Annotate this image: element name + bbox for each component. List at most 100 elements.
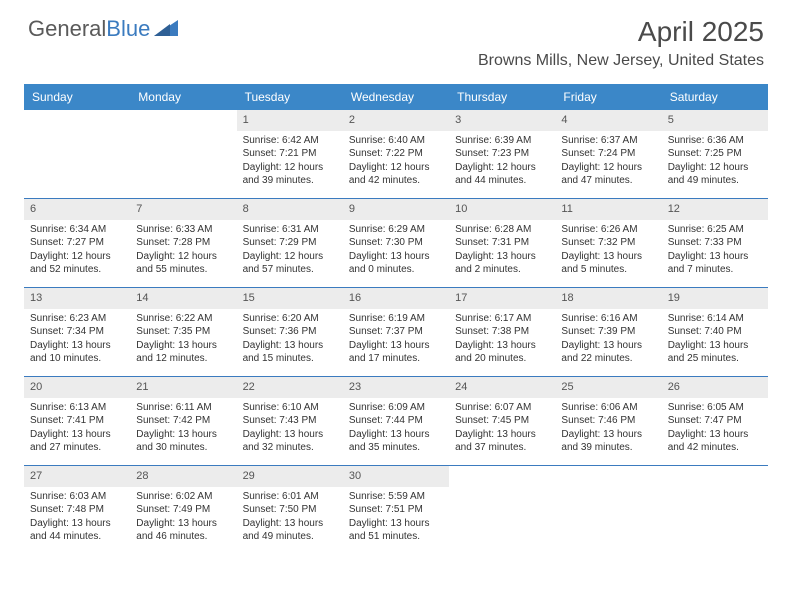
day-cell: 21Sunrise: 6:11 AMSunset: 7:42 PMDayligh…: [130, 377, 236, 465]
sunset-line: Sunset: 7:50 PM: [243, 503, 337, 517]
sunrise-line: Sunrise: 5:59 AM: [349, 490, 443, 504]
day-number: 6: [24, 199, 130, 220]
day-number: 13: [24, 288, 130, 309]
sunrise-line: Sunrise: 6:09 AM: [349, 401, 443, 415]
day-number: 23: [343, 377, 449, 398]
sunrise-line: Sunrise: 6:28 AM: [455, 223, 549, 237]
sunrise-line: Sunrise: 6:16 AM: [561, 312, 655, 326]
day-cell: 23Sunrise: 6:09 AMSunset: 7:44 PMDayligh…: [343, 377, 449, 465]
sunrise-line: Sunrise: 6:07 AM: [455, 401, 549, 415]
sunrise-line: Sunrise: 6:05 AM: [668, 401, 762, 415]
brand-part1: General: [28, 16, 106, 42]
day-number: 30: [343, 466, 449, 487]
day-cell: 7Sunrise: 6:33 AMSunset: 7:28 PMDaylight…: [130, 199, 236, 287]
day-body: Sunrise: 6:22 AMSunset: 7:35 PMDaylight:…: [130, 309, 236, 372]
day-body: Sunrise: 6:34 AMSunset: 7:27 PMDaylight:…: [24, 220, 130, 283]
day-cell: 24Sunrise: 6:07 AMSunset: 7:45 PMDayligh…: [449, 377, 555, 465]
day-cell: 15Sunrise: 6:20 AMSunset: 7:36 PMDayligh…: [237, 288, 343, 376]
weekday-header: Saturday: [662, 84, 768, 110]
day-cell: 16Sunrise: 6:19 AMSunset: 7:37 PMDayligh…: [343, 288, 449, 376]
sunset-line: Sunset: 7:37 PM: [349, 325, 443, 339]
sunrise-line: Sunrise: 6:17 AM: [455, 312, 549, 326]
day-body: Sunrise: 6:03 AMSunset: 7:48 PMDaylight:…: [24, 487, 130, 550]
day-body: Sunrise: 6:33 AMSunset: 7:28 PMDaylight:…: [130, 220, 236, 283]
sunrise-line: Sunrise: 6:19 AM: [349, 312, 443, 326]
sunset-line: Sunset: 7:32 PM: [561, 236, 655, 250]
day-cell: 5Sunrise: 6:36 AMSunset: 7:25 PMDaylight…: [662, 110, 768, 198]
daylight-line: Daylight: 13 hours and 15 minutes.: [243, 339, 337, 366]
brand-logo: GeneralBlue: [28, 16, 178, 42]
daylight-line: Daylight: 13 hours and 46 minutes.: [136, 517, 230, 544]
day-cell: 22Sunrise: 6:10 AMSunset: 7:43 PMDayligh…: [237, 377, 343, 465]
weekday-header-row: SundayMondayTuesdayWednesdayThursdayFrid…: [24, 84, 768, 110]
sunrise-line: Sunrise: 6:10 AM: [243, 401, 337, 415]
sunset-line: Sunset: 7:33 PM: [668, 236, 762, 250]
day-number: 24: [449, 377, 555, 398]
day-body: Sunrise: 6:28 AMSunset: 7:31 PMDaylight:…: [449, 220, 555, 283]
sunset-line: Sunset: 7:41 PM: [30, 414, 124, 428]
day-body: Sunrise: 6:06 AMSunset: 7:46 PMDaylight:…: [555, 398, 661, 461]
day-cell: 1Sunrise: 6:42 AMSunset: 7:21 PMDaylight…: [237, 110, 343, 198]
day-number: 17: [449, 288, 555, 309]
daylight-line: Daylight: 13 hours and 20 minutes.: [455, 339, 549, 366]
sunrise-line: Sunrise: 6:31 AM: [243, 223, 337, 237]
daylight-line: Daylight: 13 hours and 42 minutes.: [668, 428, 762, 455]
day-body: Sunrise: 6:36 AMSunset: 7:25 PMDaylight:…: [662, 131, 768, 194]
day-body: Sunrise: 6:31 AMSunset: 7:29 PMDaylight:…: [237, 220, 343, 283]
week-row: 6Sunrise: 6:34 AMSunset: 7:27 PMDaylight…: [24, 199, 768, 288]
day-number: 15: [237, 288, 343, 309]
day-body: Sunrise: 6:13 AMSunset: 7:41 PMDaylight:…: [24, 398, 130, 461]
daylight-line: Daylight: 13 hours and 44 minutes.: [30, 517, 124, 544]
sunrise-line: Sunrise: 6:42 AM: [243, 134, 337, 148]
day-number: 22: [237, 377, 343, 398]
day-body: Sunrise: 5:59 AMSunset: 7:51 PMDaylight:…: [343, 487, 449, 550]
day-body: Sunrise: 6:07 AMSunset: 7:45 PMDaylight:…: [449, 398, 555, 461]
day-cell: 9Sunrise: 6:29 AMSunset: 7:30 PMDaylight…: [343, 199, 449, 287]
sunrise-line: Sunrise: 6:26 AM: [561, 223, 655, 237]
sunset-line: Sunset: 7:21 PM: [243, 147, 337, 161]
day-cell: 2Sunrise: 6:40 AMSunset: 7:22 PMDaylight…: [343, 110, 449, 198]
daylight-line: Daylight: 12 hours and 49 minutes.: [668, 161, 762, 188]
sunset-line: Sunset: 7:27 PM: [30, 236, 124, 250]
week-row: 13Sunrise: 6:23 AMSunset: 7:34 PMDayligh…: [24, 288, 768, 377]
day-body: Sunrise: 6:23 AMSunset: 7:34 PMDaylight:…: [24, 309, 130, 372]
sunset-line: Sunset: 7:47 PM: [668, 414, 762, 428]
daylight-line: Daylight: 13 hours and 22 minutes.: [561, 339, 655, 366]
sunset-line: Sunset: 7:49 PM: [136, 503, 230, 517]
sunset-line: Sunset: 7:29 PM: [243, 236, 337, 250]
sunset-line: Sunset: 7:25 PM: [668, 147, 762, 161]
day-number: 12: [662, 199, 768, 220]
weekday-header: Sunday: [24, 84, 130, 110]
sunset-line: Sunset: 7:48 PM: [30, 503, 124, 517]
day-number: 20: [24, 377, 130, 398]
daylight-line: Daylight: 13 hours and 39 minutes.: [561, 428, 655, 455]
day-number: 7: [130, 199, 236, 220]
daylight-line: Daylight: 13 hours and 37 minutes.: [455, 428, 549, 455]
day-body: Sunrise: 6:10 AMSunset: 7:43 PMDaylight:…: [237, 398, 343, 461]
day-cell: 4Sunrise: 6:37 AMSunset: 7:24 PMDaylight…: [555, 110, 661, 198]
sunset-line: Sunset: 7:22 PM: [349, 147, 443, 161]
daylight-line: Daylight: 13 hours and 5 minutes.: [561, 250, 655, 277]
day-body: Sunrise: 6:42 AMSunset: 7:21 PMDaylight:…: [237, 131, 343, 194]
sunrise-line: Sunrise: 6:29 AM: [349, 223, 443, 237]
sunset-line: Sunset: 7:34 PM: [30, 325, 124, 339]
header: GeneralBlue April 2025 Browns Mills, New…: [0, 0, 792, 78]
triangle-icon: [154, 16, 178, 42]
day-body: Sunrise: 6:37 AMSunset: 7:24 PMDaylight:…: [555, 131, 661, 194]
day-body: Sunrise: 6:29 AMSunset: 7:30 PMDaylight:…: [343, 220, 449, 283]
sunset-line: Sunset: 7:36 PM: [243, 325, 337, 339]
title-block: April 2025 Browns Mills, New Jersey, Uni…: [478, 16, 764, 70]
sunrise-line: Sunrise: 6:20 AM: [243, 312, 337, 326]
day-number: 21: [130, 377, 236, 398]
sunrise-line: Sunrise: 6:14 AM: [668, 312, 762, 326]
daylight-line: Daylight: 13 hours and 7 minutes.: [668, 250, 762, 277]
day-body: Sunrise: 6:19 AMSunset: 7:37 PMDaylight:…: [343, 309, 449, 372]
daylight-line: Daylight: 13 hours and 12 minutes.: [136, 339, 230, 366]
day-body: Sunrise: 6:20 AMSunset: 7:36 PMDaylight:…: [237, 309, 343, 372]
day-cell: 25Sunrise: 6:06 AMSunset: 7:46 PMDayligh…: [555, 377, 661, 465]
day-cell: 14Sunrise: 6:22 AMSunset: 7:35 PMDayligh…: [130, 288, 236, 376]
daylight-line: Daylight: 13 hours and 32 minutes.: [243, 428, 337, 455]
daylight-line: Daylight: 12 hours and 57 minutes.: [243, 250, 337, 277]
sunrise-line: Sunrise: 6:13 AM: [30, 401, 124, 415]
daylight-line: Daylight: 12 hours and 52 minutes.: [30, 250, 124, 277]
